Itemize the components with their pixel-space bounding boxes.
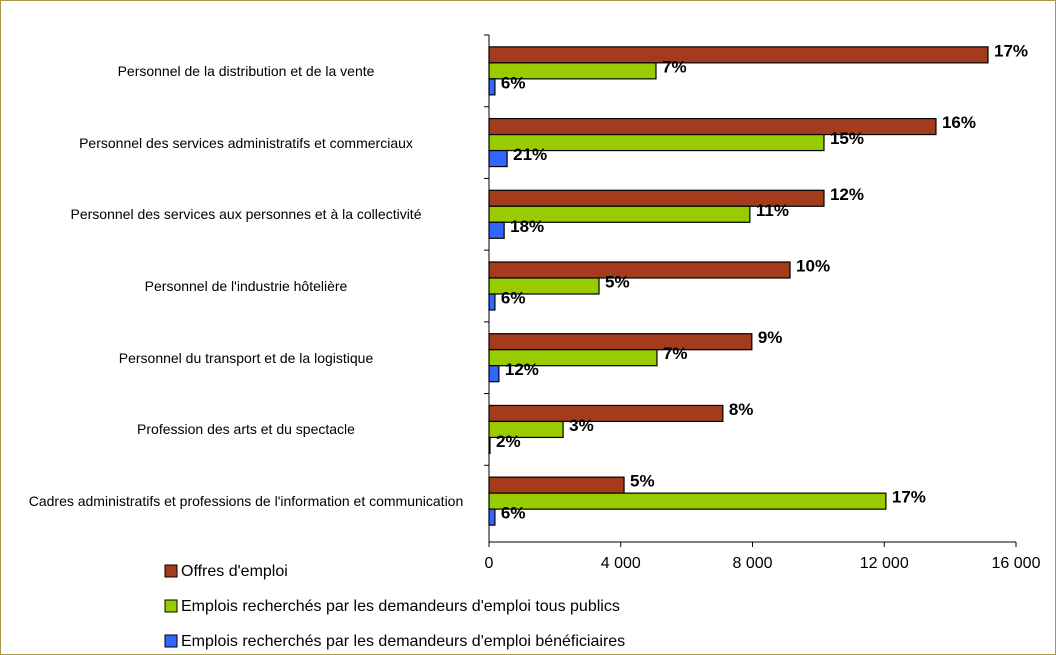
legend-label: Emplois recherchés par les demandeurs d'… — [181, 598, 620, 615]
bar — [488, 117, 937, 136]
bar — [488, 492, 887, 510]
bar — [488, 46, 989, 64]
data-label: 9% — [758, 328, 783, 347]
bar — [488, 261, 791, 279]
data-label: 16% — [942, 113, 976, 132]
bar — [488, 333, 753, 351]
x-tick-label: 0 — [485, 555, 494, 572]
bar — [488, 62, 657, 80]
bar — [488, 221, 505, 239]
data-label: 12% — [505, 360, 539, 379]
data-label: 11% — [756, 201, 789, 220]
category-label: Personnel du transport et de la logistiq… — [118, 349, 374, 366]
data-label: 2% — [496, 432, 521, 451]
legend-swatch — [164, 564, 178, 578]
bar — [488, 349, 658, 367]
data-label: 7% — [663, 344, 688, 363]
legend-label: Emplois recherchés par les demandeurs d'… — [181, 633, 625, 650]
x-tick-label: 4 000 — [601, 555, 641, 572]
data-label: 8% — [729, 400, 754, 419]
data-label: 15% — [830, 129, 864, 148]
bar — [488, 420, 564, 439]
bar — [488, 476, 625, 494]
category-label: Personnel de l'industrie hôtelière — [144, 278, 348, 294]
category-label: Personnel des services aux personnes et … — [70, 206, 422, 223]
data-label: 7% — [662, 57, 687, 76]
legend-swatch — [164, 599, 178, 613]
data-label: 17% — [994, 41, 1028, 60]
data-label: 12% — [830, 185, 864, 204]
bar — [488, 404, 724, 423]
legend-label: Offres d'emploi — [181, 563, 288, 580]
x-tick-label: 12 000 — [860, 555, 909, 572]
data-label: 6% — [501, 504, 526, 523]
category-label: Personnel de la distribution et de la ve… — [117, 62, 375, 79]
data-label: 5% — [630, 472, 655, 491]
data-label: 3% — [569, 416, 594, 435]
bar — [488, 149, 508, 168]
category-label: Personnel des services administratifs et… — [79, 134, 413, 151]
bar — [488, 133, 825, 152]
x-tick-label: 8 000 — [732, 555, 772, 572]
x-tick-label: 16 000 — [992, 555, 1041, 572]
bar — [488, 508, 496, 526]
data-label: 17% — [892, 488, 926, 507]
category-label: Cadres administratifs et professions de … — [28, 493, 464, 510]
data-label: 6% — [501, 73, 526, 92]
bar — [488, 205, 751, 223]
bar — [488, 293, 496, 311]
data-label: 6% — [501, 288, 526, 307]
category-label: Profession des arts et du spectacle — [137, 421, 355, 438]
data-label: 10% — [796, 256, 830, 275]
legend-swatch — [164, 634, 178, 648]
data-label: 18% — [510, 217, 544, 236]
bar — [488, 78, 496, 96]
bar — [488, 365, 500, 383]
data-label: 5% — [605, 272, 630, 291]
data-label: 21% — [513, 145, 547, 164]
bar — [488, 436, 491, 455]
bar — [488, 277, 600, 295]
